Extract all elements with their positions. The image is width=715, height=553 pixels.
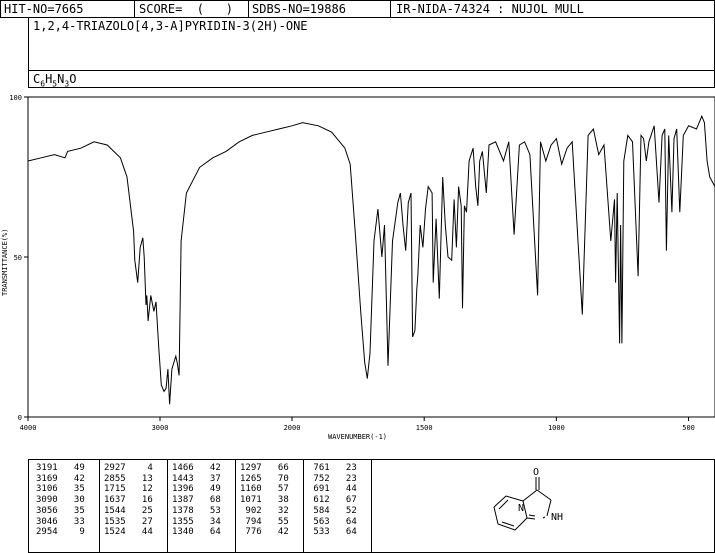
peak-row: 3090 30 xyxy=(36,495,85,506)
peak-column: 761 23 752 23 691 44 612 67 584 52 563 6… xyxy=(308,463,357,538)
divider xyxy=(248,0,249,18)
peak-row: 584 52 xyxy=(308,505,357,516)
peak-row: 1524 44 xyxy=(104,527,153,538)
ir-info: IR-NIDA-74324 : NUJOL MULL xyxy=(396,2,584,16)
peak-row: 1466 42 xyxy=(172,463,221,473)
peak-row: 1265 70 xyxy=(240,473,289,484)
peak-row: 1396 49 xyxy=(172,484,221,495)
peak-column-divider xyxy=(235,459,236,553)
atom-o-label: O xyxy=(533,467,539,478)
peak-column: 1297 66 1265 70 1160 57 1071 38 902 32 794 … xyxy=(240,463,289,538)
peak-column: 3191 49 3169 42 3106 35 3090 30 3056 35 3046 … xyxy=(36,463,85,538)
peak-row: 1535 27 xyxy=(104,516,153,527)
x-tick-label: 500 xyxy=(682,424,695,432)
structure-diagram: O N NH xyxy=(493,467,563,531)
peak-column-divider xyxy=(99,459,100,553)
score: SCORE= ( ) xyxy=(139,2,233,16)
x-tick-label: 4000 xyxy=(20,424,37,432)
compound-name: 1,2,4-TRIAZOLO[4,3-A]PYRIDIN-3(2H)-ONE xyxy=(33,19,308,33)
x-tick-label: 1000 xyxy=(548,424,565,432)
peak-column: 1466 42 1443 37 1396 49 1387 68 1378 53 1355 … xyxy=(172,463,221,538)
peak-column-divider xyxy=(303,459,304,553)
x-tick-label: 2000 xyxy=(284,424,301,432)
peak-row: 1297 66 xyxy=(240,463,289,473)
peak-row: 3106 35 xyxy=(36,484,85,495)
divider xyxy=(390,0,391,18)
x-tick-label: 1500 xyxy=(416,424,433,432)
peak-row: 1387 68 xyxy=(172,495,221,506)
sdbs-number: SDBS-NO=19886 xyxy=(252,2,346,16)
peak-row: 1071 38 xyxy=(240,495,289,506)
peak-row: 1378 53 xyxy=(172,505,221,516)
peak-row: 1443 37 xyxy=(172,473,221,484)
peak-row: 563 64 xyxy=(308,516,357,527)
peak-row: 1715 12 xyxy=(104,484,153,495)
y-tick-label: 100 xyxy=(9,94,22,102)
peak-row: 902 32 xyxy=(240,505,289,516)
peak-row: 3169 42 xyxy=(36,473,85,484)
peak-row: 2927 4 xyxy=(104,463,153,473)
plot-frame xyxy=(27,96,715,418)
peak-column-divider xyxy=(167,459,168,553)
y-axis-label: TRANSMITTANCE(%) xyxy=(1,229,9,296)
peak-row: 776 42 xyxy=(240,527,289,538)
hit-number: HIT-NO=7665 xyxy=(4,2,84,16)
atom-nh-label: NH xyxy=(551,512,563,523)
peak-row: 3056 35 xyxy=(36,505,85,516)
x-axis-label: WAVENUMBER(-1) xyxy=(328,433,387,441)
peak-row: 1355 34 xyxy=(172,516,221,527)
y-tick-label: 0 xyxy=(18,414,22,422)
peak-row: 691 44 xyxy=(308,484,357,495)
peak-row: 2954 9 xyxy=(36,527,85,538)
peak-row: 612 67 xyxy=(308,495,357,506)
peak-row: 3046 33 xyxy=(36,516,85,527)
peak-row: 2855 13 xyxy=(104,473,153,484)
atom-n-label: N xyxy=(518,503,524,514)
peak-row: 1340 64 xyxy=(172,527,221,538)
spectrum-line xyxy=(27,114,715,405)
peak-row: 533 64 xyxy=(308,527,357,538)
peak-row: 1160 57 xyxy=(240,484,289,495)
y-tick-label: 50 xyxy=(14,254,22,262)
divider xyxy=(134,0,135,18)
peak-row: 1544 25 xyxy=(104,505,153,516)
peak-row: 761 23 xyxy=(308,463,357,473)
formula: C6H5N3O xyxy=(33,72,77,89)
peak-row: 1637 16 xyxy=(104,495,153,506)
x-tick-label: 3000 xyxy=(152,424,169,432)
peak-row: 752 23 xyxy=(308,473,357,484)
peak-row: 3191 49 xyxy=(36,463,85,473)
peak-column: 2927 4 2855 13 1715 12 1637 16 1544 25 1535 2… xyxy=(104,463,153,538)
peak-row: 794 55 xyxy=(240,516,289,527)
